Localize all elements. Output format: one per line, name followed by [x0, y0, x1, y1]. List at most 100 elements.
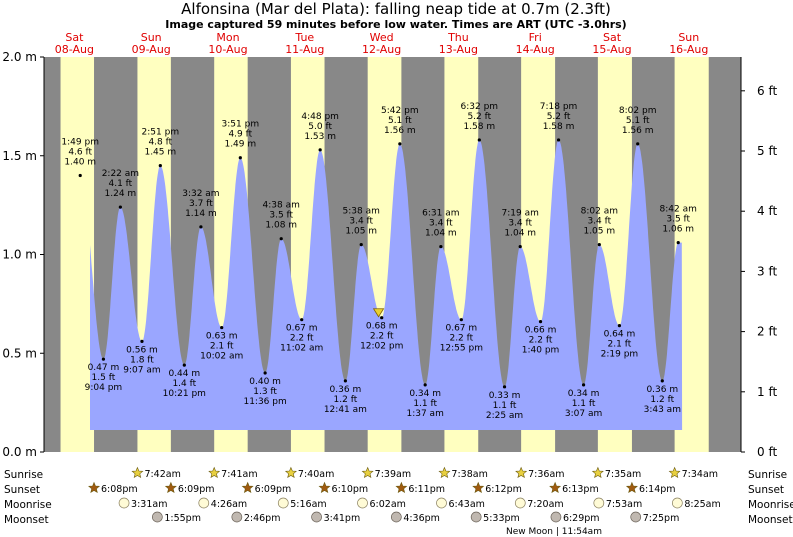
tide-extreme-dot — [398, 142, 402, 146]
sunrise-time: 7:35am — [605, 469, 641, 480]
tide-extreme-dot — [380, 316, 384, 320]
sunset-icon — [318, 481, 331, 494]
tide-high-ft-label: 3.4 ft — [429, 219, 453, 229]
sunset-icon — [549, 481, 562, 494]
tide-low-m-label: 0.67 m — [286, 324, 318, 334]
tide-extreme-dot — [199, 225, 203, 229]
tide-low-ft-label: 2.2 ft — [290, 334, 314, 344]
night-band — [44, 57, 61, 452]
tide-extreme-dot — [78, 173, 82, 178]
tide-high-time-label: 3:32 am — [182, 189, 219, 199]
moonrise-time: 5:16am — [290, 499, 326, 510]
night-band — [708, 57, 741, 452]
sunrise-icon — [438, 466, 451, 479]
tide-high-time-label: 6:31 am — [422, 209, 459, 219]
astronomy-rows: Sunrise Sunset Moonrise Moonset Sunrise … — [4, 466, 793, 526]
sunrise-time: 7:36am — [528, 469, 564, 480]
tide-water-area — [90, 140, 683, 430]
chart-title: Alfonsina (Mar del Plata): falling neap … — [181, 0, 611, 18]
sunset-icon — [625, 481, 638, 494]
sunrise-icon — [284, 466, 297, 479]
current-tide-icon — [372, 308, 385, 318]
sunrise-icon — [515, 466, 528, 479]
tide-extreme-dot — [636, 142, 640, 146]
tide-high-ft-label: 4.8 ft — [148, 138, 172, 148]
tide-low-m-label: 0.47 m — [88, 363, 120, 373]
moonrise-icon — [277, 497, 289, 509]
tide-low-m-label: 0.36 m — [646, 385, 678, 395]
moonrise-icon — [198, 497, 210, 509]
tide-low-ft-label: 1.3 ft — [253, 387, 277, 397]
moonrise-time: 7:53am — [606, 499, 642, 510]
tide-low-ft-label: 1.1 ft — [493, 401, 517, 411]
moonrise-time: 6:43am — [448, 499, 484, 510]
day-label-dow: Wed — [370, 31, 394, 44]
tide-high-time-label: 4:38 am — [263, 201, 300, 211]
tide-low-time-label: 3:43 am — [644, 405, 681, 415]
sunset-time: 6:12pm — [485, 484, 522, 495]
tide-extreme-dot — [220, 325, 224, 330]
tide-extreme-dot — [279, 237, 283, 241]
sunset-icon — [472, 481, 485, 494]
moonrise-icon — [593, 497, 605, 509]
moonrise-row-label-left: Moonrise — [4, 499, 52, 511]
tide-extreme-dot — [182, 363, 186, 367]
tide-high-ft-label: 5.1 ft — [626, 116, 650, 126]
day-label-dow: Fri — [529, 31, 542, 44]
y-tick-label-m: 2.0 m — [2, 50, 37, 64]
moonrise-icon — [357, 497, 368, 509]
y-tick-label-ft: 5 ft — [757, 144, 777, 158]
tide-extreme-dot — [118, 205, 122, 209]
tide-high-ft-label: 3.5 ft — [666, 215, 690, 225]
sunrise-icon — [208, 466, 221, 479]
moonset-time: 3:41pm — [324, 513, 361, 524]
tide-high-time-label: 5:38 am — [343, 207, 380, 217]
tide-high-ft-label: 4.9 ft — [228, 130, 252, 140]
tide-high-ft-label: 3.4 ft — [587, 217, 611, 227]
sunset-icon — [164, 481, 177, 494]
sunset-time: 6:11pm — [408, 484, 445, 495]
tide-high-time-label: 4:48 pm — [301, 112, 339, 122]
moonset-icon — [311, 511, 322, 523]
tide-low-ft-label: 1.1 ft — [413, 399, 437, 409]
tide-extreme-dot — [300, 318, 304, 322]
day-label-dow: Thu — [447, 31, 469, 44]
y-tick-label-m: 0.5 m — [2, 346, 37, 360]
tide-high-m-label: 1.24 m — [105, 189, 137, 199]
tide-extreme-dot — [597, 243, 601, 247]
tide-high-ft-label: 4.1 ft — [109, 179, 133, 189]
sunrise-row-label-left: Sunrise — [4, 469, 43, 481]
tide-low-m-label: 0.56 m — [126, 345, 158, 355]
axes: 0.0 m 0.5 m 1.0 m 1.5 m 2.0 m 0 ft 1 ft 2 ft 3 f… — [2, 50, 777, 459]
moonrise-icon — [436, 497, 447, 509]
day-label-dow: Mon — [216, 31, 239, 44]
moonrise-time: 4:26am — [211, 499, 247, 510]
moonrise-icon — [514, 497, 526, 509]
moonset-time: 6:29pm — [563, 513, 600, 524]
tide-high-time-label: 8:02 pm — [619, 106, 657, 116]
tide-high-time-label: 8:42 am — [660, 205, 697, 215]
y-tick-label-m: 1.5 m — [2, 149, 37, 163]
moonrise-icon — [671, 497, 683, 509]
moon-phase-note: New Moon | 11:54am — [506, 527, 602, 537]
y-tick-label-ft: 2 ft — [757, 325, 777, 339]
tide-low-time-label: 9:07 am — [123, 365, 160, 375]
tide-high-m-label: 1.06 m — [662, 225, 694, 235]
moonset-time: 7:25pm — [643, 513, 680, 524]
tide-low-m-label: 0.33 m — [489, 391, 521, 401]
day-label-date: 13-Aug — [439, 43, 478, 56]
tide-high-ft-label: 5.2 ft — [467, 112, 491, 122]
tide-low-time-label: 1:37 am — [406, 409, 443, 419]
tide-low-time-label: 3:07 am — [565, 409, 602, 419]
tide-low-m-label: 0.63 m — [206, 332, 238, 342]
moonset-icon — [470, 511, 482, 523]
tide-low-ft-label: 2.1 ft — [210, 342, 234, 352]
tide-high-m-label: 1.58 m — [543, 122, 575, 132]
sunrise-icon — [131, 466, 144, 479]
tide-high-ft-label: 3.5 ft — [269, 211, 293, 221]
tide-high-ft-label: 5.2 ft — [547, 112, 571, 122]
moonrise-time: 7:20am — [527, 499, 563, 510]
tide-low-ft-label: 1.2 ft — [650, 395, 674, 405]
tide-low-m-label: 0.34 m — [568, 389, 600, 399]
